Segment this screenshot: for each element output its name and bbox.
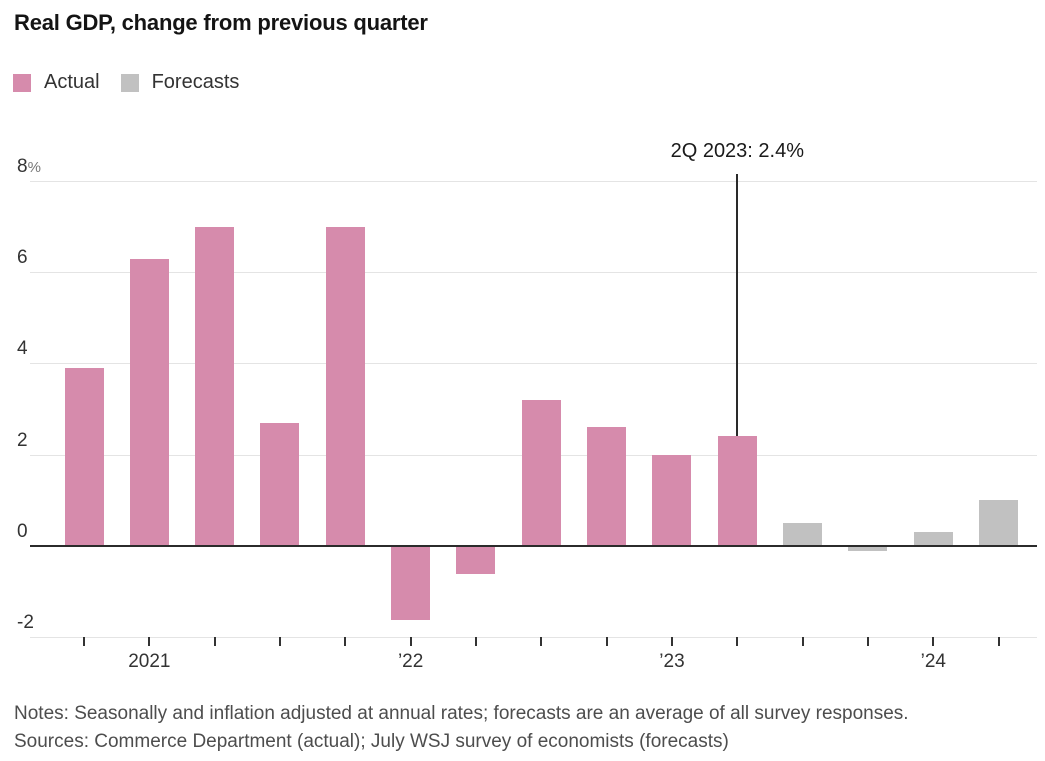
chart-legend: Actual Forecasts	[13, 71, 239, 94]
legend-item: Forecasts	[120, 71, 240, 94]
x-axis-year-label: 2021	[128, 651, 171, 672]
x-axis-tick	[605, 637, 608, 646]
x-axis-tick	[278, 637, 281, 646]
sources-line: Sources: Commerce Department (actual); J…	[14, 731, 729, 752]
x-axis-tick	[148, 637, 151, 646]
bar-actual-2q-2021	[195, 226, 235, 546]
bar-actual-4q-2021	[325, 226, 365, 546]
grid-line	[30, 363, 1037, 365]
grid-line	[30, 181, 1037, 182]
x-axis-tick	[409, 637, 412, 646]
bar-actual-1q-2022	[391, 546, 431, 620]
x-axis-tick	[736, 637, 739, 646]
x-axis-year-label: ’22	[397, 651, 424, 672]
grid-line	[30, 272, 1037, 274]
y-axis-tick-label: -2	[17, 612, 34, 633]
notes-line: Notes: Seasonally and inflation adjusted…	[14, 703, 909, 724]
bar-forecast-3q-2023	[783, 523, 823, 546]
bar-actual-1q-2021	[129, 258, 169, 546]
x-axis-tick	[474, 637, 477, 646]
y-axis-tick-label: 0	[17, 520, 28, 542]
x-axis-tick	[670, 637, 673, 646]
x-axis-tick	[344, 637, 347, 646]
bar-actual-4q-2022	[587, 427, 627, 546]
bar-forecast-2q-2024	[979, 500, 1019, 546]
x-axis-year-label: ’23	[659, 651, 685, 672]
y-axis-tick-label: 8%	[17, 156, 41, 177]
bar-forecast-4q-2023	[848, 546, 888, 552]
x-axis-tick	[801, 637, 804, 646]
bar-actual-3q-2021	[260, 422, 300, 546]
zero-baseline	[30, 544, 1037, 547]
chart-title: Real GDP, change from previous quarter	[14, 10, 428, 35]
x-axis-tick	[83, 637, 85, 646]
x-axis-tick	[866, 637, 869, 646]
forecasts-legend-swatch	[120, 73, 139, 92]
grid-line	[30, 637, 1037, 638]
legend-item: Actual	[13, 71, 100, 94]
bar-actual-2q-2022	[456, 546, 496, 575]
x-axis-tick	[540, 637, 543, 646]
x-axis-year-label: ’24	[920, 651, 946, 672]
chart-footnotes: Notes: Seasonally and inflation adjusted…	[14, 700, 1038, 756]
legend-label: Actual	[44, 71, 100, 93]
bar-actual-1q-2023	[652, 454, 692, 546]
legend-label: Forecasts	[151, 71, 240, 93]
bar-actual-4q-2020	[64, 367, 104, 546]
bar-actual-3q-2022	[521, 399, 561, 546]
x-axis-tick	[932, 637, 935, 646]
actual-legend-swatch	[13, 73, 31, 92]
y-axis-tick-label: 4	[17, 338, 28, 360]
bar-actual-2q-2023	[717, 436, 757, 546]
x-axis-tick	[213, 637, 216, 646]
annotation-label: 2Q 2023: 2.4%	[670, 140, 805, 162]
bar-forecast-1q-2024	[913, 532, 953, 546]
x-axis-tick	[997, 637, 1000, 646]
y-axis-tick-label: 2	[17, 429, 28, 451]
y-axis-tick-label: 6	[17, 247, 28, 269]
annotation-line	[736, 174, 739, 437]
